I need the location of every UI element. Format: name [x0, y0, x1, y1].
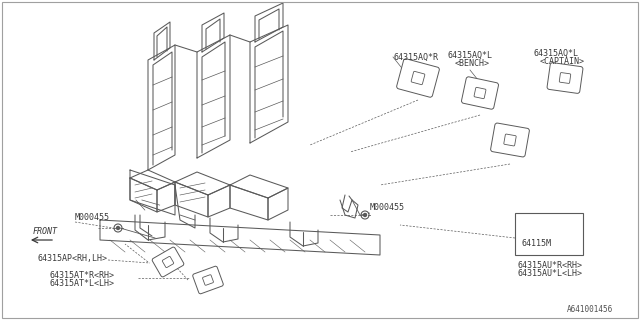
- FancyBboxPatch shape: [411, 71, 425, 85]
- Text: M000455: M000455: [75, 213, 110, 222]
- Text: 64315AT*L<LH>: 64315AT*L<LH>: [50, 278, 115, 287]
- FancyBboxPatch shape: [491, 123, 529, 157]
- Text: A641001456: A641001456: [567, 306, 613, 315]
- Text: 64315AQ*R: 64315AQ*R: [393, 52, 438, 61]
- Text: 64315AT*R<RH>: 64315AT*R<RH>: [50, 270, 115, 279]
- Text: 64115M: 64115M: [522, 238, 552, 247]
- FancyBboxPatch shape: [193, 266, 223, 294]
- Bar: [515, 213, 583, 255]
- Circle shape: [116, 227, 120, 229]
- FancyBboxPatch shape: [397, 59, 440, 97]
- Text: 64315AU*R<RH>: 64315AU*R<RH>: [518, 260, 583, 269]
- Text: FRONT: FRONT: [33, 228, 58, 236]
- FancyBboxPatch shape: [559, 73, 571, 84]
- Text: M000455: M000455: [370, 204, 405, 212]
- Text: 64315AP<RH,LH>: 64315AP<RH,LH>: [38, 253, 108, 262]
- Text: <BENCH>: <BENCH>: [455, 59, 490, 68]
- FancyBboxPatch shape: [504, 134, 516, 146]
- Text: 64315AQ*L: 64315AQ*L: [533, 49, 578, 58]
- FancyBboxPatch shape: [547, 63, 583, 93]
- FancyBboxPatch shape: [202, 275, 214, 285]
- FancyBboxPatch shape: [163, 256, 173, 268]
- Text: <CAPTAIN>: <CAPTAIN>: [540, 57, 585, 66]
- Circle shape: [364, 213, 367, 217]
- Text: 64315AQ*L: 64315AQ*L: [448, 51, 493, 60]
- FancyBboxPatch shape: [474, 87, 486, 99]
- Text: 64315AU*L<LH>: 64315AU*L<LH>: [518, 268, 583, 277]
- FancyBboxPatch shape: [152, 247, 184, 277]
- FancyBboxPatch shape: [461, 77, 499, 109]
